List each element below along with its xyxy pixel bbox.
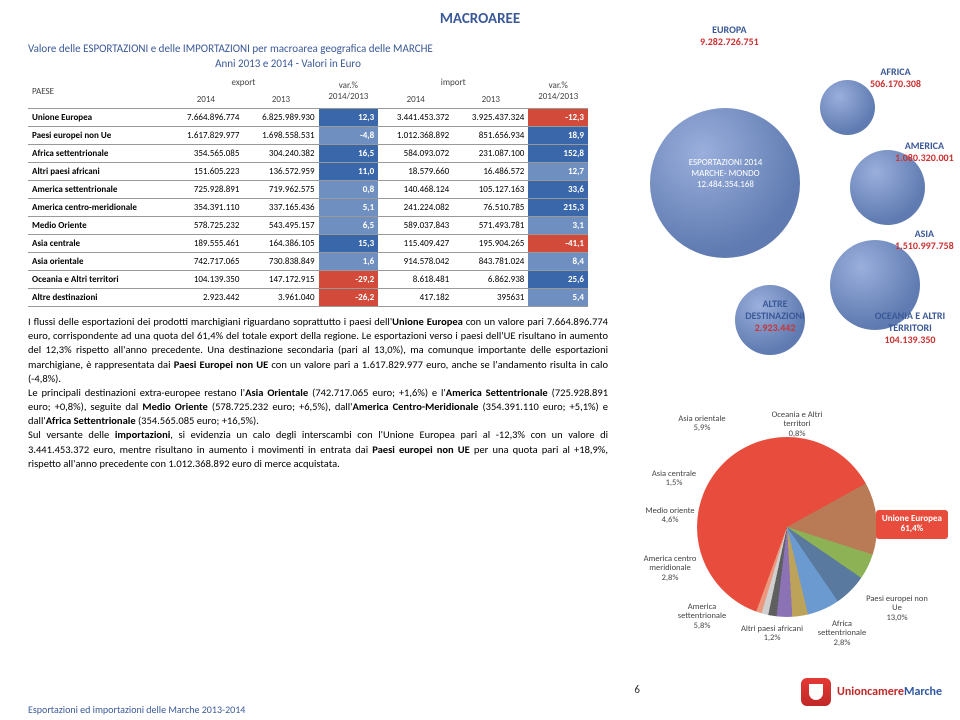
table-row: Altri paesi africani 151.605.223 136.572… xyxy=(28,163,588,181)
label-europa: EUROPA9.282.726.751 xyxy=(700,24,759,48)
table-row: America settentrionale 725.928.891 719.9… xyxy=(28,181,588,199)
th-paese: PAESE xyxy=(28,74,168,109)
pie-slice-label: Asia centrale1,5% xyxy=(634,470,714,489)
label-america: AMERICA1.080.320.001 xyxy=(895,140,954,164)
pie-slice-label: Oceania e Altriterritori0,8% xyxy=(757,411,837,439)
logo-text2: Marche xyxy=(904,685,942,699)
th-var-i: var.% 2014/2013 xyxy=(528,74,588,109)
label-altre: ALTRE DESTINAZIONI 2.923.442 xyxy=(740,298,810,334)
th-i14: 2014 xyxy=(378,91,453,109)
th-var-e: var.% 2014/2013 xyxy=(319,74,379,109)
page-title: MACROAREE xyxy=(0,0,960,28)
subline: Anni 2013 e 2014 - Valori in Euro xyxy=(28,57,548,70)
page-number: 6 xyxy=(634,683,640,696)
th-export: export xyxy=(168,74,318,91)
logo: UnioncamereMarche xyxy=(801,678,942,706)
table-row: Paesi europei non Ue 1.617.829.977 1.698… xyxy=(28,127,588,145)
th-i13: 2013 xyxy=(453,91,528,109)
pie-main-label: Unione Europea61,4% xyxy=(876,510,948,539)
label-esportazioni: ESPORTAZIONI 2014 MARCHE- MONDO 12.484.3… xyxy=(668,158,783,190)
table-row: Africa settentrionale 354.565.085 304.24… xyxy=(28,145,588,163)
pie-slice-label: Altri paesi africani1,2% xyxy=(732,625,812,644)
pie-slice-label: Africasettentrionale2,8% xyxy=(802,620,882,648)
th-e14: 2014 xyxy=(168,91,243,109)
pie-slice-label: Medio oriente4,6% xyxy=(630,507,710,526)
pie-chart: Unione Europea61,4% Asia orientale5,9%Oc… xyxy=(642,415,942,645)
pie-slice-label: America centromeridionale2,8% xyxy=(630,555,710,583)
label-asia: ASIA1.510.997.758 xyxy=(895,228,954,252)
logo-icon xyxy=(801,678,831,706)
pie-slice-label: Asia orientale5,9% xyxy=(662,415,742,434)
table-row: Unione Europea 7.664.896.774 6.825.989.9… xyxy=(28,109,588,127)
table-row: Medio Oriente 578.725.232 543.495.157 6,… xyxy=(28,217,588,235)
logo-text1: Unioncamere xyxy=(837,685,904,699)
body-text: I flussi delle esportazioni dei prodotti… xyxy=(28,315,608,471)
table-row: Asia centrale 189.555.461 164.386.105 15… xyxy=(28,235,588,253)
bubble-africa xyxy=(820,80,875,135)
table-row: America centro-meridionale 354.391.110 3… xyxy=(28,199,588,217)
th-e13: 2013 xyxy=(243,91,318,109)
pie-slice-label: Paesi europei nonUe13,0% xyxy=(857,595,937,623)
table-row: Altre destinazioni 2.923.442 3.961.040 -… xyxy=(28,289,588,307)
data-table: PAESE export var.% 2014/2013 import var.… xyxy=(28,74,588,307)
footer: Esportazioni ed importazioni delle March… xyxy=(28,703,245,716)
th-import: import xyxy=(378,74,528,91)
label-oceania: OCEANIA E ALTRI TERRITORI104.139.350 xyxy=(865,310,955,346)
pie-slice-label: Americasettentrionale5,8% xyxy=(662,603,742,631)
label-africa: AFRICA506.170.308 xyxy=(870,66,921,90)
table-row: Asia orientale 742.717.065 730.838.849 1… xyxy=(28,253,588,271)
macroarea-bubbles: EUROPA9.282.726.751 AFRICA506.170.308 AM… xyxy=(640,30,940,360)
table-row: Oceania e Altri territori 104.139.350 14… xyxy=(28,271,588,289)
